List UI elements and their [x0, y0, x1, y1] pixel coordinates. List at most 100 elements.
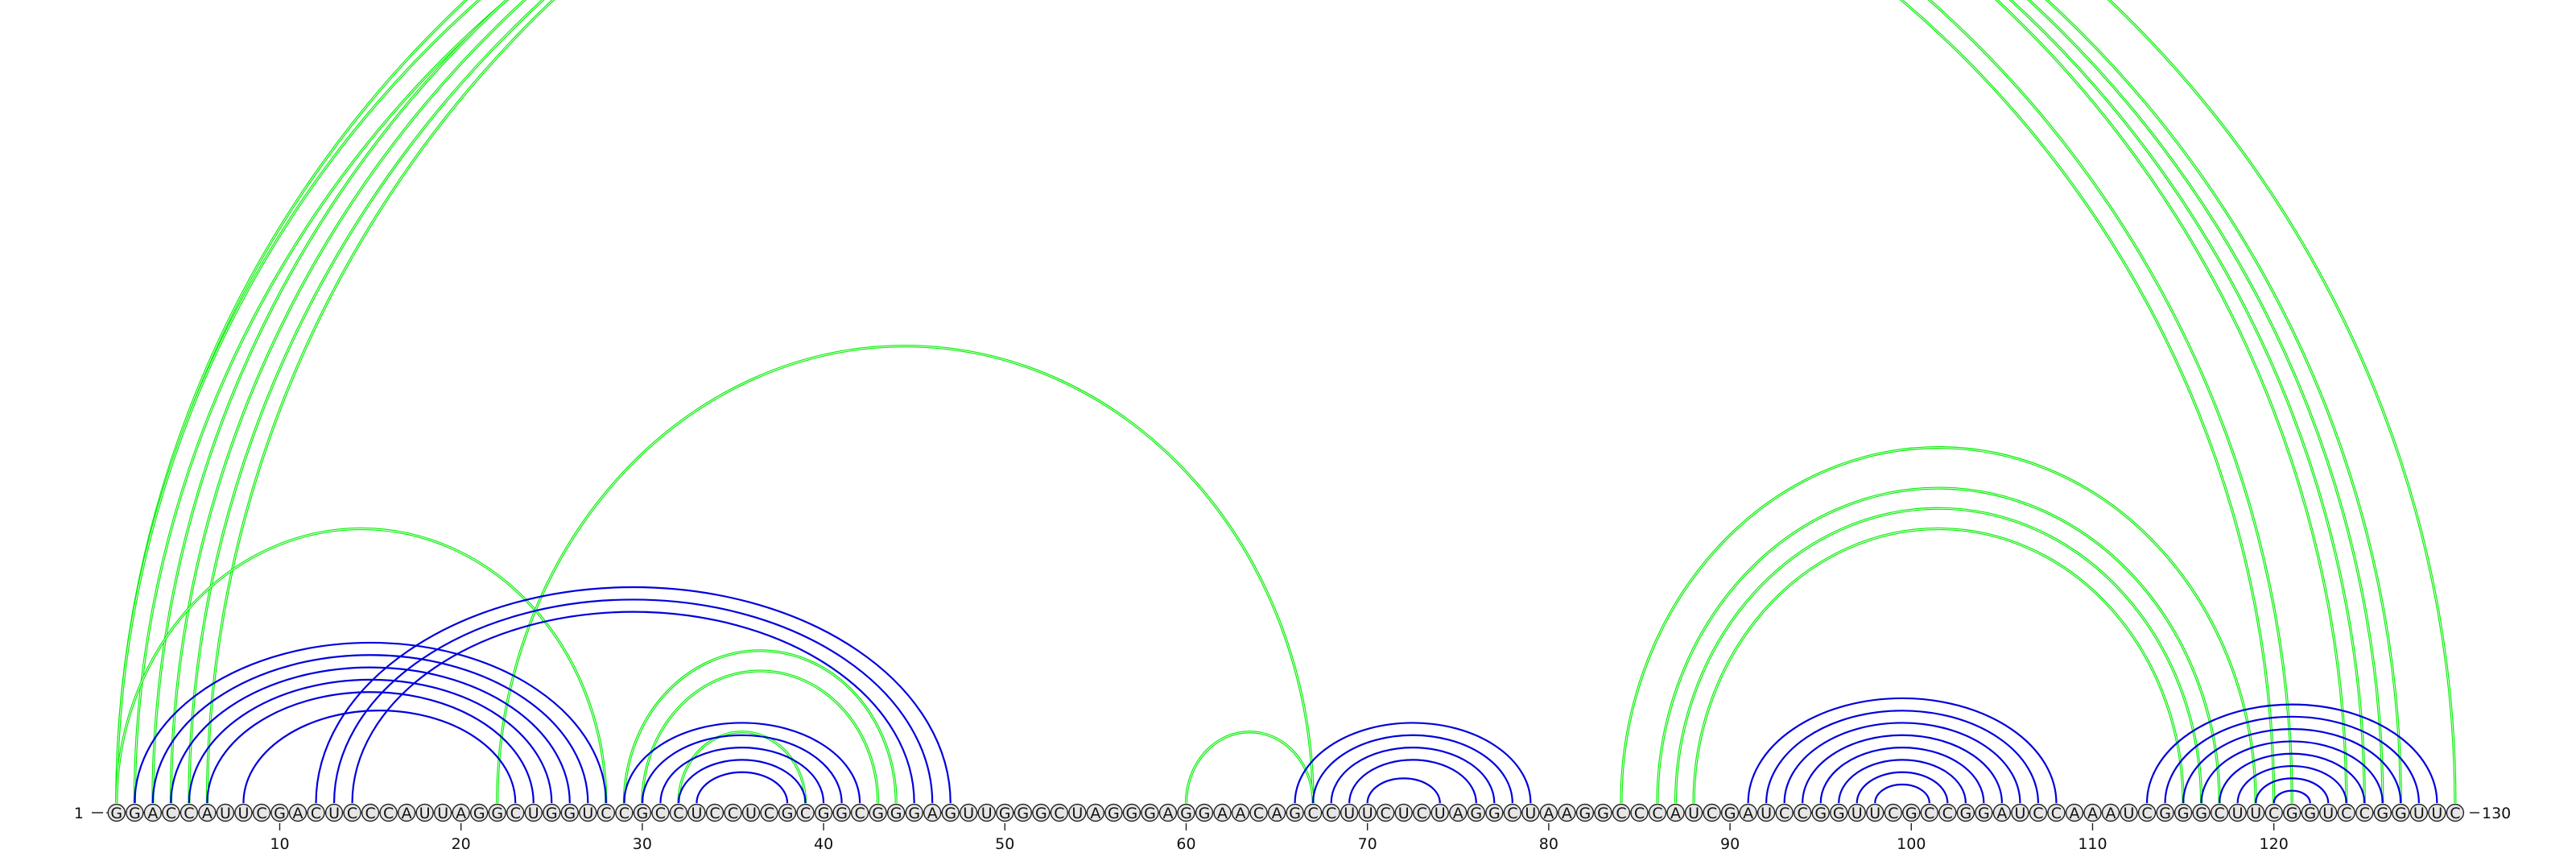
- lower-arc-113-129: [2145, 703, 2438, 804]
- nucleotide-34: C: [709, 805, 720, 822]
- nucleotide-84-circle: [1612, 803, 1631, 822]
- nucleotide-48: U: [963, 805, 974, 822]
- upper-arc-core-88-115: [1693, 528, 2184, 804]
- upper-arc-core-2-120: [134, 0, 2275, 804]
- nucleotide-37: C: [764, 805, 774, 822]
- nucleotide-31: C: [655, 805, 666, 822]
- nucleotide-89-circle: [1703, 803, 1721, 822]
- nucleotide-69-circle: [1340, 803, 1359, 822]
- nucleotide-81-circle: [1558, 803, 1576, 822]
- upper-arc-core-1-124: [116, 0, 2347, 804]
- lower-arc-69-76: [1348, 759, 1477, 804]
- nucleotide-12-circle: [307, 803, 325, 822]
- nucleotide-99-circle: [1884, 803, 1902, 822]
- nucleotide-54-circle: [1068, 803, 1087, 822]
- nucleotide-48-circle: [960, 803, 978, 822]
- nucleotide-122: G: [2304, 805, 2316, 822]
- nucleotide-17-circle: [397, 803, 416, 822]
- nucleotide-46: A: [927, 805, 938, 822]
- upper-arc-88-115: [1692, 527, 2185, 804]
- nucleotide-25-circle: [543, 803, 561, 822]
- nucleotide-112: U: [2124, 805, 2135, 822]
- nucleotide-16-circle: [379, 803, 398, 822]
- nucleotide-93-circle: [1775, 803, 1794, 822]
- nucleotide-73: C: [1417, 805, 1427, 822]
- nucleotide-115: G: [2178, 805, 2190, 822]
- nucleotide-99: C: [1888, 805, 1898, 822]
- lower-arc-119-123: [2255, 777, 2330, 804]
- lower-arc-93-106: [1783, 722, 2021, 804]
- nucleotide-50: G: [999, 805, 1011, 822]
- upper-arc-core-6-130: [206, 0, 2456, 804]
- nucleotide-111: A: [2106, 805, 2116, 822]
- nucleotide-3-circle: [143, 803, 163, 822]
- nucleotide-35-circle: [724, 803, 742, 822]
- nucleotide-114: G: [2159, 805, 2171, 822]
- upper-arc-core-84-119: [1620, 447, 2256, 804]
- nucleotide-66-circle: [1286, 803, 1304, 822]
- nucleotide-36-circle: [741, 803, 761, 822]
- nucleotide-49: U: [981, 805, 993, 822]
- nucleotide-65-circle: [1267, 803, 1286, 822]
- nucleotide-104: G: [1978, 805, 1990, 822]
- nucleotide-28-circle: [597, 803, 616, 822]
- nucleotide-74: U: [1435, 805, 1446, 822]
- lower-arc-98-101: [1874, 783, 1930, 804]
- tick-label-110: 110: [2078, 835, 2107, 853]
- nucleotide-29: C: [619, 805, 630, 822]
- nucleotide-108: C: [2051, 805, 2062, 822]
- nucleotide-83: G: [1597, 805, 1609, 822]
- nucleotide-105: A: [1996, 805, 2007, 822]
- nucleotide-73-circle: [1413, 803, 1431, 822]
- nucleotide-63-circle: [1231, 803, 1250, 822]
- upper-arc-2-120: [133, 0, 2276, 804]
- lower-arc-29-42: [623, 722, 861, 804]
- upper-arc-group: [115, 0, 2457, 804]
- nucleotide-93: C: [1779, 805, 1790, 822]
- nucleotide-34-circle: [705, 803, 724, 822]
- nucleotide-95-circle: [1811, 803, 1830, 822]
- nucleotide-124-circle: [2337, 803, 2355, 822]
- lower-arc-114-128: [2164, 715, 2420, 804]
- nucleotide-13: U: [328, 805, 340, 822]
- nucleotide-104-circle: [1975, 803, 1993, 822]
- nucleotide-65: A: [1272, 805, 1282, 822]
- nucleotide-122-circle: [2301, 803, 2319, 822]
- nucleotide-42-circle: [850, 803, 869, 822]
- nucleotide-26: G: [564, 805, 576, 822]
- nucleotide-125-circle: [2355, 803, 2374, 822]
- nucleotide-59-circle: [1158, 803, 1178, 822]
- nucleotide-102: C: [1942, 805, 1953, 822]
- nucleotide-24-circle: [524, 803, 543, 822]
- nucleotide-11-circle: [288, 803, 308, 822]
- tick-label-100: 100: [1897, 835, 1926, 853]
- nucleotide-84: C: [1616, 805, 1626, 822]
- nucleotide-15-circle: [361, 803, 380, 822]
- lower-arc-91-108: [1747, 697, 2058, 804]
- nucleotide-109: A: [2069, 805, 2079, 822]
- upper-arc-6-130: [205, 0, 2457, 804]
- nucleotide-77: G: [1488, 805, 1501, 822]
- nucleotide-12: C: [311, 805, 321, 822]
- nucleotide-98-circle: [1866, 803, 1885, 822]
- nucleotide-88-circle: [1684, 803, 1703, 822]
- lower-arc-96-103: [1838, 759, 1967, 804]
- nucleotide-85-circle: [1630, 803, 1649, 822]
- nucleotide-64-circle: [1249, 803, 1268, 822]
- nucleotide-16: C: [383, 805, 394, 822]
- nucleotide-67-circle: [1303, 803, 1323, 822]
- upper-arc-87-116: [1674, 507, 2203, 804]
- nucleotide-103-circle: [1956, 803, 1975, 822]
- nucleotide-55: A: [1090, 805, 1100, 822]
- nucleotide-106: U: [2014, 805, 2025, 822]
- nucleotide-26-circle: [560, 803, 579, 822]
- nucleotide-9-circle: [252, 803, 271, 822]
- nucleotide-117-circle: [2210, 803, 2229, 822]
- nucleotide-52: G: [1035, 805, 1047, 822]
- nucleotide-53: C: [1054, 805, 1064, 822]
- nucleotide-7-circle: [216, 803, 235, 822]
- nucleotide-30-circle: [633, 803, 652, 822]
- nucleotide-75-circle: [1449, 803, 1468, 822]
- lower-arc-118-124: [2236, 765, 2347, 804]
- nucleotide-32-circle: [669, 803, 688, 822]
